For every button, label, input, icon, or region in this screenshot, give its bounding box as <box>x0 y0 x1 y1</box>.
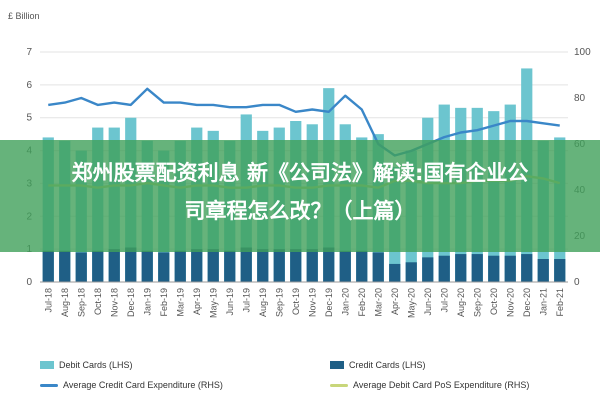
x-tick-label: Oct-19 <box>291 288 301 315</box>
legend-label-credit: Credit Cards (LHS) <box>349 360 426 370</box>
legend-swatch-debit <box>40 361 54 369</box>
legend-item-avg-debit: Average Debit Card PoS Expenditure (RHS) <box>330 380 529 390</box>
legend-swatch-avg-debit <box>330 383 348 387</box>
y-tick-left-label: 6 <box>26 80 32 91</box>
x-tick-label: Sep-20 <box>472 288 482 317</box>
bar-credit <box>207 249 219 282</box>
bar-credit <box>240 247 252 282</box>
banner-title-line-1: 郑州股票配资利息 新《公司法》解读:国有企业公 <box>71 161 529 185</box>
x-tick-label: Dec-20 <box>522 288 532 317</box>
bar-credit <box>339 250 351 282</box>
x-tick-label: Apr-19 <box>192 288 202 315</box>
x-tick-label: Dec-18 <box>126 288 136 317</box>
x-tick-label: Dec-19 <box>324 288 334 317</box>
y-tick-left-label: 0 <box>26 277 32 288</box>
bar-credit <box>323 247 335 282</box>
bar-credit <box>488 255 500 282</box>
bar-credit <box>356 250 368 282</box>
bar-credit <box>108 249 120 282</box>
y-tick-left-label: 7 <box>26 47 32 58</box>
x-tick-label: Sep-19 <box>274 288 284 317</box>
legend-swatch-avg-credit <box>40 383 58 387</box>
y-tick-left-label: 5 <box>26 113 32 124</box>
bar-credit <box>290 249 302 282</box>
line-avg-credit <box>48 87 560 157</box>
x-tick-label: Nov-18 <box>109 288 119 317</box>
legend-item-avg-credit: Average Credit Card Expenditure (RHS) <box>40 380 223 390</box>
bar-credit <box>471 254 483 282</box>
x-tick-label: Feb-21 <box>555 288 565 317</box>
bar-credit <box>92 250 104 282</box>
x-tick-label: Feb-19 <box>159 288 169 317</box>
x-tick-label: Nov-20 <box>505 288 515 317</box>
y-tick-right-label: 80 <box>574 93 586 104</box>
title-banner <box>0 140 600 252</box>
legend-label-avg-debit: Average Debit Card PoS Expenditure (RHS) <box>353 380 530 390</box>
x-tick-label: Apr-20 <box>390 288 400 315</box>
x-tick-label: May-19 <box>208 288 218 318</box>
bar-credit <box>521 254 533 282</box>
x-tick-label: Jul-19 <box>241 288 251 313</box>
legend-item-credit: Credit Cards (LHS) <box>330 360 426 370</box>
bar-credit <box>372 252 384 282</box>
x-tick-label: Aug-20 <box>456 288 466 317</box>
bar-credit <box>257 249 269 282</box>
bar-credit <box>537 259 549 282</box>
y-axis-left-unit-label: £ Billion <box>8 11 40 21</box>
bar-credit <box>125 247 137 282</box>
legend-label-debit: Debit Cards (LHS) <box>59 360 133 370</box>
bar-credit <box>405 262 417 282</box>
banner-title: 郑州股票配资利息 新《公司法》解读:国有企业公 司章程怎么改？（上篇） <box>10 154 590 230</box>
banner-title-line-2: 司章程怎么改？（上篇） <box>184 199 416 223</box>
bar-credit <box>59 250 71 282</box>
bar-credit <box>273 249 285 282</box>
x-tick-label: Jul-20 <box>439 288 449 313</box>
x-tick-label: May-20 <box>406 288 416 318</box>
bar-credit <box>224 250 236 282</box>
bar-credit <box>191 249 203 282</box>
y-tick-right-label: 0 <box>574 277 580 288</box>
x-tick-label: Jun-19 <box>225 288 235 316</box>
x-tick-label: Feb-20 <box>357 288 367 317</box>
x-tick-label: Sep-18 <box>76 288 86 317</box>
bar-credit <box>75 252 87 282</box>
x-tick-label: Jan-19 <box>142 288 152 316</box>
bar-credit <box>389 263 401 282</box>
bar-credit <box>554 259 566 282</box>
bar-credit <box>306 249 318 282</box>
x-tick-label: Jan-20 <box>340 288 350 316</box>
bar-credit <box>174 250 186 282</box>
x-tick-label: Jul-18 <box>43 288 53 313</box>
bar-credit <box>438 255 450 282</box>
bar-credit <box>42 250 54 282</box>
bar-credit <box>504 255 516 282</box>
bar-credit <box>158 252 170 282</box>
x-tick-label: Jun-20 <box>423 288 433 316</box>
x-tick-label: Jan-21 <box>538 288 548 316</box>
y-tick-right-label: 100 <box>574 47 591 58</box>
bar-credit <box>141 250 153 282</box>
x-tick-label: Mar-20 <box>373 288 383 317</box>
x-tick-label: Nov-19 <box>307 288 317 317</box>
bar-credit <box>422 257 434 282</box>
x-tick-label: Aug-18 <box>60 288 70 317</box>
x-tick-label: Oct-20 <box>489 288 499 315</box>
legend-item-debit: Debit Cards (LHS) <box>40 360 133 370</box>
bar-credit <box>455 254 467 282</box>
x-tick-label: Aug-19 <box>258 288 268 317</box>
legend-swatch-credit <box>330 361 344 369</box>
x-tick-label: Oct-18 <box>93 288 103 315</box>
x-tick-label: Mar-19 <box>175 288 185 317</box>
legend-label-avg-credit: Average Credit Card Expenditure (RHS) <box>63 380 223 390</box>
